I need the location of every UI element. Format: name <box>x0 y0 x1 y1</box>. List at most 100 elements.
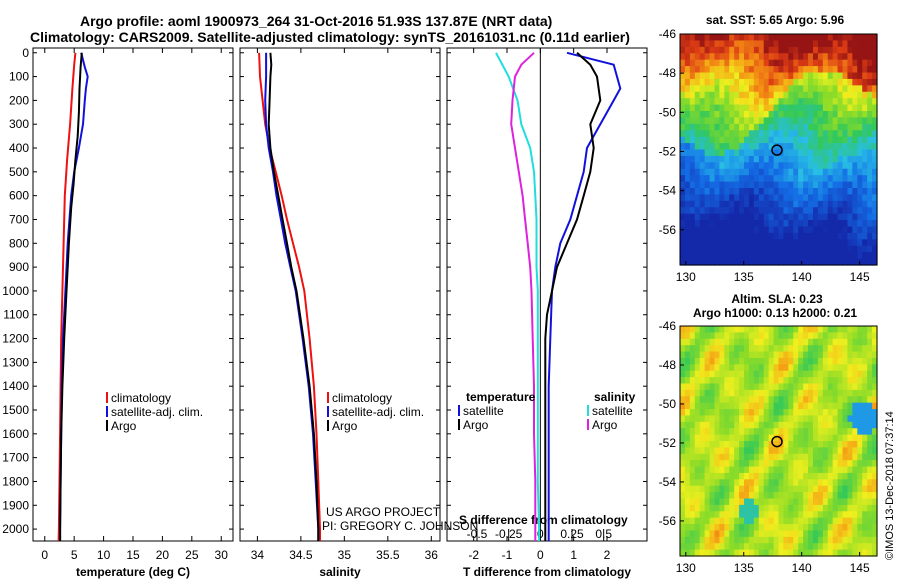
sst-ytick-label: -48 <box>659 66 677 80</box>
sla-cell <box>857 389 863 397</box>
sst-cell <box>768 104 775 112</box>
sla-cell <box>753 326 760 333</box>
sla-cell <box>684 383 691 391</box>
sst-cell <box>862 143 868 151</box>
sst-cell <box>872 72 878 80</box>
sst-cell <box>768 162 775 170</box>
sla-frame <box>679 325 878 557</box>
sst-cell <box>699 168 706 176</box>
sla-cell <box>704 466 711 474</box>
sla-cell <box>847 543 853 551</box>
sst-cell <box>689 34 696 42</box>
sst-cell <box>729 117 735 125</box>
sst-cell <box>832 245 839 253</box>
sla-cell <box>734 466 740 474</box>
sst-cell <box>748 175 755 183</box>
sla-cell <box>748 332 755 340</box>
sst-cell <box>837 136 844 144</box>
sst-cell <box>719 232 725 240</box>
sla-cell <box>744 370 750 378</box>
sla-cell <box>714 383 720 391</box>
sst-cell <box>684 207 691 215</box>
sla-cell <box>704 536 711 544</box>
sla-cell <box>739 441 745 448</box>
sla-cell <box>822 415 829 423</box>
sla-cell <box>862 441 868 448</box>
sla-cell <box>812 447 819 455</box>
sst-cell <box>793 85 799 93</box>
sst-cell <box>827 46 834 54</box>
sst-cell <box>734 232 740 240</box>
sst-cell <box>793 98 799 106</box>
sla-cell <box>719 504 725 512</box>
sst-cell <box>724 188 730 196</box>
sla-cell <box>788 536 794 544</box>
sla-cell <box>748 504 755 512</box>
sst-cell <box>763 168 770 176</box>
sla-cell <box>812 536 819 544</box>
sla-cell <box>684 530 691 538</box>
sst-cell <box>694 168 701 176</box>
sla-cell <box>788 447 794 455</box>
sla-cell <box>729 409 735 417</box>
sla-cell <box>798 485 804 493</box>
sst-cell <box>803 136 809 144</box>
sst-cell <box>778 155 785 163</box>
sla-cell <box>748 511 755 519</box>
sla-cell <box>793 466 799 474</box>
sst-cell <box>778 239 785 247</box>
sla-cell <box>758 370 765 378</box>
sst-cell <box>699 91 706 99</box>
sst-cell <box>719 258 725 266</box>
sst-cell <box>734 194 740 202</box>
sla-cell <box>748 326 755 333</box>
sla-cell <box>788 472 794 480</box>
sst-cell <box>719 245 725 253</box>
sst-cell <box>808 194 814 202</box>
sst-cell <box>763 226 770 234</box>
sla-cell <box>783 351 789 359</box>
sst-cell <box>827 136 834 144</box>
sst-cell <box>783 155 789 163</box>
sst-cell <box>684 136 691 144</box>
sla-cell <box>857 453 863 461</box>
sst-cell <box>748 188 755 196</box>
sst-cell <box>842 252 849 260</box>
sla-cell <box>768 409 775 417</box>
sla-cell <box>714 428 720 436</box>
sla-cell <box>724 504 730 512</box>
sla-cell <box>837 466 844 474</box>
sst-cell <box>808 85 814 93</box>
sst-cell <box>724 220 730 228</box>
sst-cell <box>719 200 725 208</box>
sst-cell <box>744 85 750 93</box>
sla-cell <box>768 536 775 544</box>
sst-cell <box>763 53 770 61</box>
sst-cell <box>808 226 814 234</box>
sla-cell <box>714 396 720 404</box>
sst-cell <box>709 98 716 106</box>
sla-cell <box>699 453 706 461</box>
sst-cell <box>808 239 814 247</box>
sla-cell <box>714 357 720 365</box>
sst-cell <box>842 149 849 157</box>
depth-tick-label: 2000 <box>2 522 29 536</box>
sla-cell <box>768 326 775 333</box>
sst-cell <box>793 34 799 42</box>
sst-cell <box>684 226 691 234</box>
sla-cell <box>832 549 839 557</box>
temperature-legend-satellite-label: satellite-adj. clim. <box>111 405 203 419</box>
sla-cell <box>783 441 789 448</box>
sst-cell <box>827 162 834 170</box>
sst-cell <box>817 59 824 67</box>
sla-cell <box>763 441 770 448</box>
sst-cell <box>729 232 735 240</box>
sst-cell <box>793 194 799 202</box>
sla-cell <box>694 332 701 340</box>
sla-cell <box>689 357 696 365</box>
sst-cell <box>847 220 853 228</box>
sla-cell <box>827 511 834 519</box>
sla-cell <box>768 377 775 385</box>
sst-cell <box>808 136 814 144</box>
sla-cell <box>857 504 863 512</box>
